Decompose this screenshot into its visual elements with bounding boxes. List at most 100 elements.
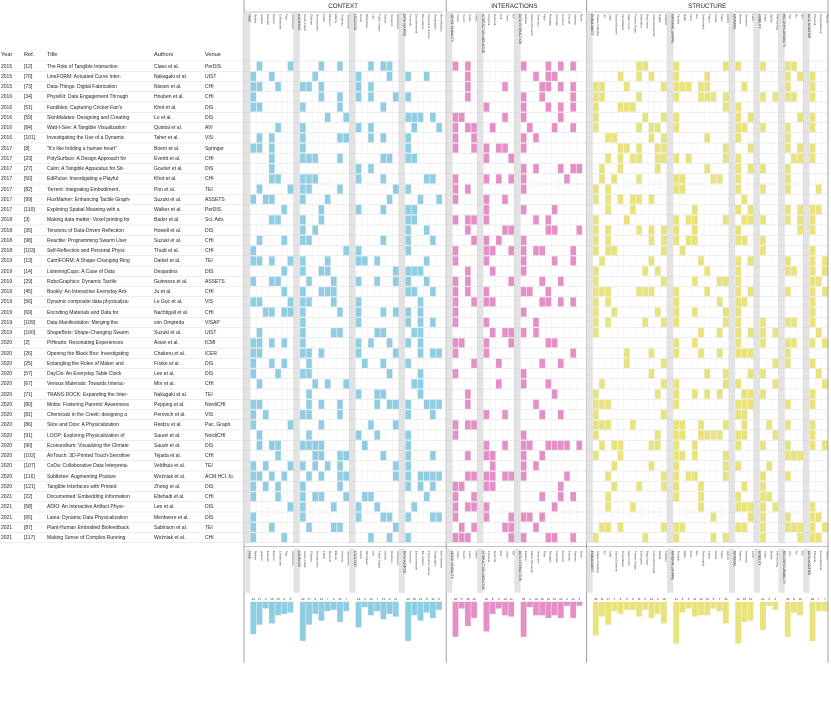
coded-cell: [741, 430, 748, 440]
coded-cell: [815, 205, 822, 215]
coded-cell: [533, 133, 539, 143]
coded-cell: [380, 102, 387, 112]
coded-cell: [386, 194, 393, 204]
count-bar: [361, 601, 368, 608]
coded-cell: [520, 533, 527, 543]
coded-cell: [405, 235, 411, 245]
coded-cell: [654, 143, 661, 153]
coded-cell: [570, 297, 576, 307]
coded-cell: [710, 512, 717, 522]
column-label: Overview: [536, 14, 540, 27]
count-bar: [502, 601, 508, 616]
coded-cell: [250, 492, 257, 502]
coded-cell: [636, 194, 642, 204]
row-venue: DIS: [205, 227, 214, 234]
coded-cell: [539, 410, 545, 420]
coded-cell: [250, 297, 257, 307]
coded-cell: [275, 440, 281, 450]
coded-cell: [306, 410, 312, 420]
coded-cell: [436, 399, 442, 409]
coded-cell: [318, 215, 325, 225]
group-label: LOCATION: [353, 14, 357, 31]
coded-cell: [557, 61, 564, 71]
coded-cell: [471, 502, 477, 512]
column-label-bottom: Elderly: [334, 551, 338, 561]
column-label-bottom: Connect: [561, 551, 565, 562]
coded-cell: [661, 379, 667, 389]
coded-cell: [417, 328, 424, 338]
row-ref: [3]: [24, 217, 30, 224]
count-bar: [452, 601, 459, 637]
coded-cell: [380, 235, 387, 245]
row-authors: Mor et al.: [154, 381, 175, 388]
coded-cell: [735, 461, 741, 471]
coded-cell: [471, 297, 477, 307]
coded-cell: [704, 71, 711, 81]
coded-cell: [661, 133, 667, 143]
count-label: 12: [547, 597, 551, 601]
row-title: TRANS-DOCK: Expanding the Inter-: [47, 391, 128, 398]
coded-cell: [318, 61, 325, 71]
coded-cell: [809, 92, 816, 102]
coded-cell: [741, 194, 748, 204]
coded-cell: [784, 82, 791, 92]
row-title: Fantibles: Capturing Cricket Fan's: [47, 104, 123, 111]
coded-cell: [723, 307, 729, 317]
count-label: 11: [600, 597, 603, 601]
column-label-bottom: Printed Shape: [633, 551, 637, 570]
coded-cell: [630, 194, 636, 204]
coded-cell: [269, 133, 275, 143]
row-ref: [101]: [24, 135, 36, 142]
column-label-bottom: Self-moving: [776, 551, 780, 567]
row-ref: [23]: [24, 155, 33, 162]
coded-cell: [306, 440, 312, 450]
row-authors: Nakagaki et al.: [154, 73, 188, 80]
coded-cell: [520, 430, 527, 440]
coded-cell: [557, 297, 564, 307]
coded-cell: [281, 205, 288, 215]
coded-cell: [452, 276, 459, 286]
coded-cell: [784, 71, 791, 81]
coded-cell: [527, 512, 533, 522]
coded-cell: [592, 92, 599, 102]
coded-cell: [772, 358, 779, 368]
row-authors: Zheng et al.: [154, 483, 181, 490]
row-venue: CHI: [205, 494, 214, 500]
row-title: LineFORM: Actuated Curve Inter-: [47, 73, 122, 80]
coded-cell: [411, 153, 418, 163]
coded-cell: [735, 174, 741, 184]
row-year: 2015: [1, 73, 13, 80]
coded-cell: [809, 256, 816, 266]
column-label-bottom: Voice: [505, 551, 509, 559]
coded-cell: [661, 235, 667, 245]
section-title: INTERACTIONS: [491, 3, 537, 10]
coded-cell: [343, 471, 349, 481]
coded-cell: [809, 266, 816, 276]
count-label: 11: [510, 597, 513, 601]
coded-cell: [605, 297, 611, 307]
column-label: Voice: [505, 14, 509, 22]
coded-cell: [452, 194, 459, 204]
count-label: 7: [327, 597, 329, 601]
column-label-bottom: Vision: [456, 551, 460, 559]
coded-cell: [735, 502, 741, 512]
count-label: 5: [688, 597, 690, 601]
row-year: 2020: [1, 360, 13, 367]
row-title: ShapeBots: Shape-Changing Swarm: [47, 330, 129, 336]
row-ref: [29]: [24, 278, 33, 285]
coded-cell: [452, 481, 459, 491]
coded-cell: [636, 92, 642, 102]
row-year: 2020: [1, 401, 13, 408]
coded-cell: [361, 492, 368, 502]
count-label: 4: [529, 597, 531, 601]
row-ref: [8]: [24, 145, 30, 152]
count-bar: [368, 601, 374, 616]
row-ref: [80]: [24, 401, 33, 408]
count-bar: [256, 601, 263, 625]
column-label: Filter: [543, 14, 547, 21]
coded-cell: [465, 92, 471, 102]
row-authors: Bader et al.: [154, 217, 180, 224]
group-label: TASK: [248, 14, 252, 23]
coded-cell: [741, 389, 748, 399]
column-label: Explore: [272, 14, 276, 25]
